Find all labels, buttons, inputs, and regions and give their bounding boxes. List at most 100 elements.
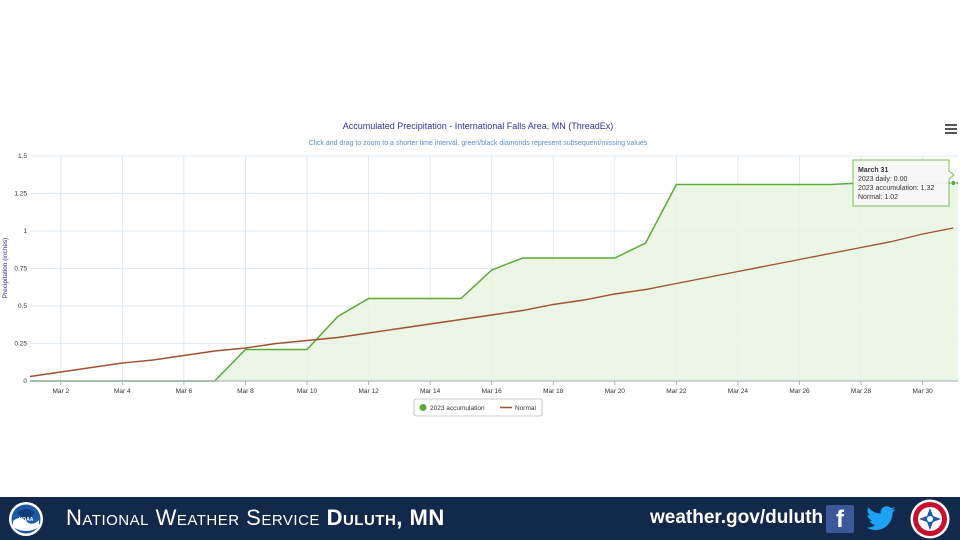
y-tick-label: 1.25 xyxy=(14,191,27,198)
normal-data-point xyxy=(798,258,800,260)
y-tick-label: 0.5 xyxy=(18,303,27,310)
normal-data-point xyxy=(275,342,277,344)
accum-data-point xyxy=(644,242,646,244)
y-tick-label: 0.25 xyxy=(14,341,27,348)
accum-data-point xyxy=(337,315,339,317)
accum-data-point xyxy=(798,183,800,185)
x-tick-label: Mar 10 xyxy=(297,388,318,395)
accum-data-point xyxy=(398,297,400,299)
data-tooltip: March 31 2023 daily: 0.00 2023 accumulat… xyxy=(852,159,955,207)
normal-data-point xyxy=(768,264,770,266)
normal-data-point xyxy=(583,299,585,301)
legend-accum-marker xyxy=(419,404,427,411)
footer-website-link[interactable]: weather.gov/duluth xyxy=(650,507,824,528)
footer-office-name: Duluth, MN xyxy=(326,505,445,530)
series-layer xyxy=(29,180,958,382)
legend-accum-label[interactable]: 2023 accumulation xyxy=(430,405,485,412)
footer-org-first: National Weather Service xyxy=(66,505,320,530)
normal-data-point xyxy=(675,282,677,284)
normal-data-point xyxy=(398,327,400,329)
tooltip-normal: Normal: 1.02 xyxy=(858,194,898,201)
normal-data-point xyxy=(952,227,954,229)
x-tick-label: Mar 24 xyxy=(728,388,749,395)
normal-series-line xyxy=(29,227,954,378)
normal-data-point xyxy=(706,276,708,278)
normal-data-point xyxy=(891,240,893,242)
accum-data-point xyxy=(706,183,708,185)
normal-data-point xyxy=(860,246,862,248)
accum-data-point xyxy=(829,183,831,185)
chart-menu-icon[interactable] xyxy=(945,124,957,134)
y-tick-label: 0.75 xyxy=(14,266,27,273)
x-tick-label: Mar 26 xyxy=(789,388,810,395)
x-tick-label: Mar 28 xyxy=(851,388,872,395)
accum-data-point xyxy=(275,348,277,350)
twitter-icon[interactable] xyxy=(864,503,898,535)
accum-data-point xyxy=(552,257,554,259)
normal-data-point xyxy=(60,371,62,373)
facebook-icon[interactable]: f xyxy=(826,505,854,533)
x-tick-label: Mar 20 xyxy=(605,388,626,395)
normal-data-point xyxy=(244,347,246,349)
x-tick-label: Mar 30 xyxy=(912,388,933,395)
x-tick-label: Mar 16 xyxy=(482,388,503,395)
normal-data-point xyxy=(644,288,646,290)
accum-data-point xyxy=(367,297,369,299)
accum-data-point xyxy=(583,257,585,259)
normal-data-point xyxy=(213,350,215,352)
accum-data-point xyxy=(306,348,308,350)
normal-data-point xyxy=(921,233,923,235)
x-tick-label: Mar 8 xyxy=(237,388,254,395)
normal-data-point xyxy=(614,293,616,295)
accum-data-point xyxy=(675,183,677,185)
x-tick-label: Mar 6 xyxy=(176,388,193,395)
tooltip-title: March 31 xyxy=(858,167,888,174)
normal-data-point xyxy=(29,375,31,377)
accum-data-point xyxy=(768,183,770,185)
accum-data-point xyxy=(737,183,739,185)
chart-subtitle: Click and drag to zoom to a shorter time… xyxy=(309,140,648,147)
normal-data-point xyxy=(460,318,462,320)
x-tick-label: Mar 4 xyxy=(114,388,131,395)
normal-data-point xyxy=(121,362,123,364)
y-tick-label: 1.5 xyxy=(18,153,27,160)
tooltip-daily: 2023 daily: 0.00 xyxy=(858,176,908,183)
normal-data-point xyxy=(90,366,92,368)
y-tick-label: 1 xyxy=(23,228,27,235)
x-tick-label: Mar 18 xyxy=(543,388,564,395)
tooltip-accumulation: 2023 accumulation: 1.32 xyxy=(858,185,934,192)
tooltip-box xyxy=(852,159,955,207)
x-tick-label: Mar 22 xyxy=(666,388,687,395)
nws-logo-icon xyxy=(910,499,950,539)
x-tick-label: Mar 12 xyxy=(358,388,379,395)
footer-org-name: National Weather Service Duluth, MN xyxy=(66,505,445,531)
noaa-logo-text: NOAA xyxy=(19,517,34,523)
normal-data-point xyxy=(829,252,831,254)
y-axis-label: Precipitation (inches) xyxy=(2,238,9,299)
normal-data-point xyxy=(429,323,431,325)
noaa-logo-icon: NOAA xyxy=(9,502,43,536)
accum-area-fill xyxy=(30,183,958,381)
accum-hover-marker xyxy=(950,180,957,186)
precipitation-chart[interactable]: Accumulated Precipitation - Internationa… xyxy=(0,110,960,420)
x-tick-label: Mar 2 xyxy=(52,388,69,395)
normal-data-point xyxy=(306,339,308,341)
normal-data-point xyxy=(552,303,554,305)
chart-container[interactable]: Accumulated Precipitation - Internationa… xyxy=(0,110,960,420)
accum-data-point xyxy=(490,269,492,271)
normal-data-point xyxy=(337,336,339,338)
legend-box xyxy=(413,398,543,417)
normal-data-point xyxy=(152,359,154,361)
chart-legend: 2023 accumulation Normal xyxy=(413,398,543,417)
normal-data-point xyxy=(367,332,369,334)
normal-data-point xyxy=(737,270,739,272)
accum-data-point xyxy=(521,257,523,259)
chart-title: Accumulated Precipitation - Internationa… xyxy=(343,121,614,131)
footer-banner: NOAA National Weather Service Duluth, MN… xyxy=(0,497,960,540)
x-tick-label: Mar 14 xyxy=(420,388,441,395)
accum-data-point xyxy=(614,257,616,259)
accum-data-point xyxy=(460,297,462,299)
legend-normal-label[interactable]: Normal xyxy=(515,405,537,412)
y-tick-label: 0 xyxy=(23,378,27,385)
normal-data-point xyxy=(183,354,185,356)
